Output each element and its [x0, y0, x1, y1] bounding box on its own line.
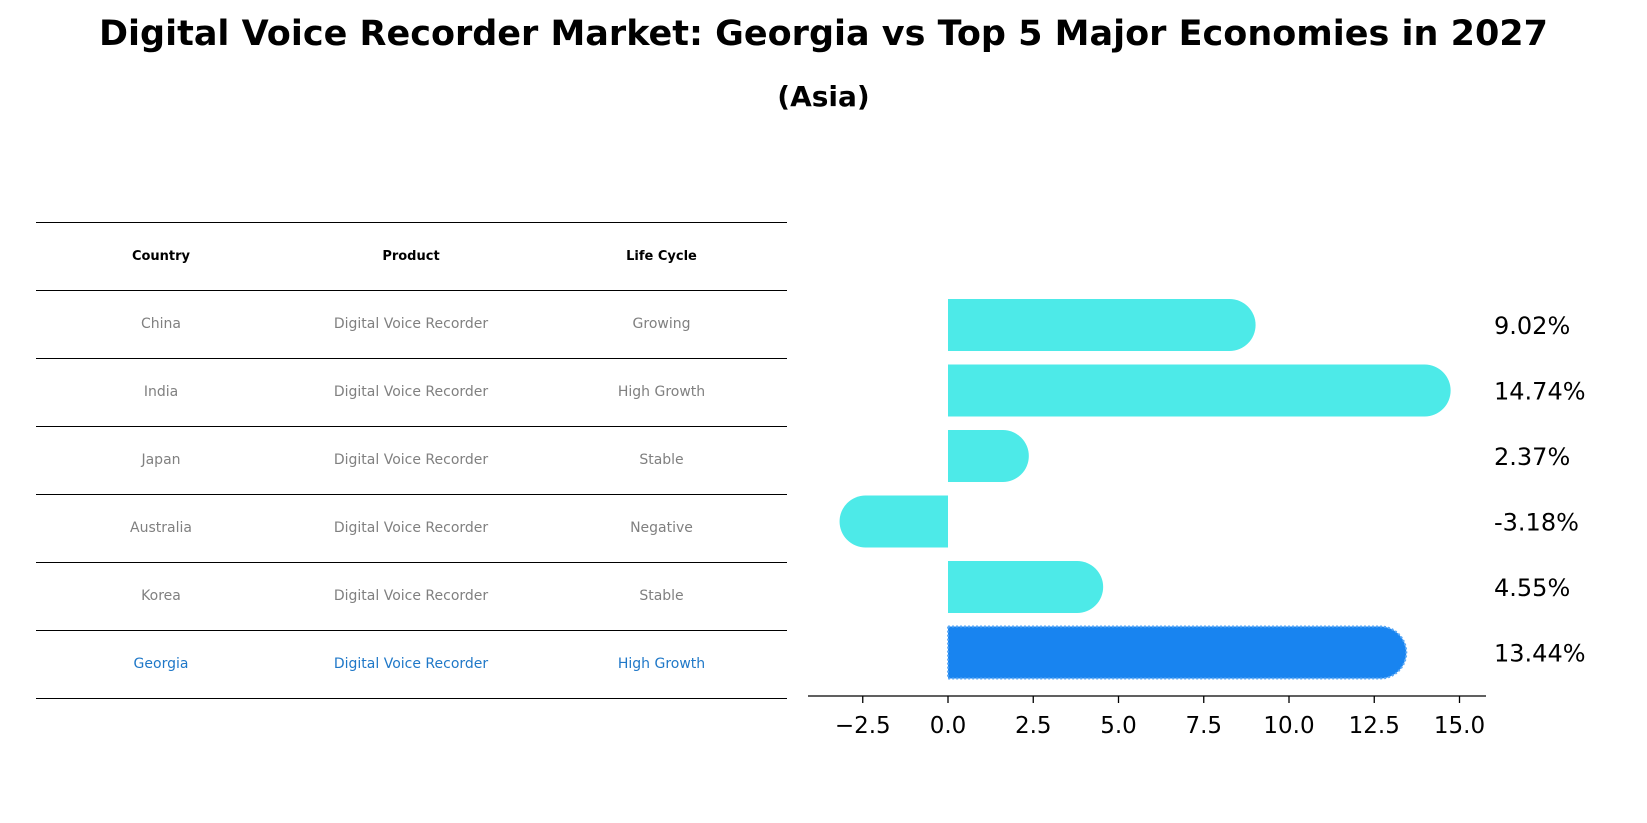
country-cell: Australia: [130, 520, 192, 536]
x-tick-label: 15.0: [1434, 713, 1485, 739]
x-tick-label: 2.5: [1015, 713, 1052, 739]
table-row: Korea Digital Voice Recorder Stable: [36, 563, 787, 631]
bar-value-label: 13.44%: [1494, 640, 1586, 668]
product-cell: Digital Voice Recorder: [333, 520, 489, 536]
header-life-cycle: Life Cycle: [626, 249, 697, 264]
bar: [948, 364, 1451, 417]
bar: [948, 299, 1256, 351]
life-cycle-cell: High Growth: [617, 384, 706, 400]
lifecycle-table: Country Product Life Cycle China Digital…: [36, 222, 787, 699]
bar-value-label: 2.37%: [1494, 443, 1570, 471]
life-cycle-cell: Stable: [639, 452, 684, 468]
table-row: India Digital Voice Recorder High Growth: [36, 359, 787, 427]
bar-value-label: 14.74%: [1494, 378, 1586, 406]
table-header-row: Country Product Life Cycle: [36, 222, 787, 291]
x-tick-label: 7.5: [1185, 713, 1222, 739]
country-cell: India: [143, 384, 179, 400]
bar-value-label: 9.02%: [1494, 312, 1570, 340]
table-row-highlighted: Georgia Digital Voice Recorder High Grow…: [36, 631, 787, 699]
header-country: Country: [131, 249, 191, 264]
country-cell: China: [141, 316, 181, 332]
table-row: Japan Digital Voice Recorder Stable: [36, 427, 787, 495]
product-cell: Digital Voice Recorder: [333, 588, 489, 604]
country-cell: Georgia: [133, 656, 189, 672]
life-cycle-cell: Negative: [630, 520, 693, 536]
x-tick-label: 12.5: [1349, 713, 1400, 739]
product-cell: Digital Voice Recorder: [333, 384, 489, 400]
chart-subtitle: (Asia): [777, 80, 870, 113]
header-product: Product: [382, 249, 440, 264]
x-tick-label: 10.0: [1263, 713, 1314, 739]
country-cell: Korea: [141, 588, 181, 604]
chart-title: Digital Voice Recorder Market: Georgia v…: [98, 14, 1549, 54]
bar-value-label: -3.18%: [1494, 509, 1579, 537]
bar: [948, 561, 1104, 613]
x-tick-label: 0.0: [930, 713, 967, 739]
country-cell: Japan: [141, 452, 181, 468]
life-cycle-cell: Growing: [632, 316, 691, 332]
life-cycle-cell: High Growth: [617, 656, 706, 672]
product-cell: Digital Voice Recorder: [333, 452, 489, 468]
table-row: China Digital Voice Recorder Growing: [36, 291, 787, 359]
product-cell: Digital Voice Recorder: [333, 316, 489, 332]
life-cycle-cell: Stable: [639, 588, 684, 604]
x-tick-label: −2.5: [835, 713, 891, 739]
bar: [839, 495, 948, 548]
bar-highlighted: [947, 625, 1408, 680]
product-cell: Digital Voice Recorder: [333, 656, 489, 672]
bar-value-label: 4.55%: [1494, 574, 1570, 602]
table-row: Australia Digital Voice Recorder Negativ…: [36, 495, 787, 563]
bar: [948, 430, 1029, 482]
x-tick-label: 5.0: [1100, 713, 1137, 739]
